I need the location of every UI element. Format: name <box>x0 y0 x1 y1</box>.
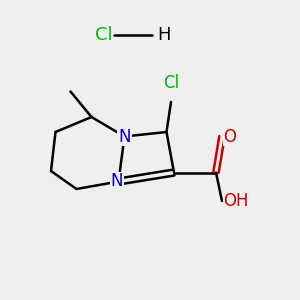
Text: Cl: Cl <box>95 26 112 44</box>
Text: Cl: Cl <box>163 74 179 92</box>
Text: N: N <box>111 172 123 190</box>
Text: O: O <box>224 128 236 146</box>
Text: OH: OH <box>224 192 249 210</box>
Text: N: N <box>118 128 131 146</box>
Text: H: H <box>158 26 171 44</box>
